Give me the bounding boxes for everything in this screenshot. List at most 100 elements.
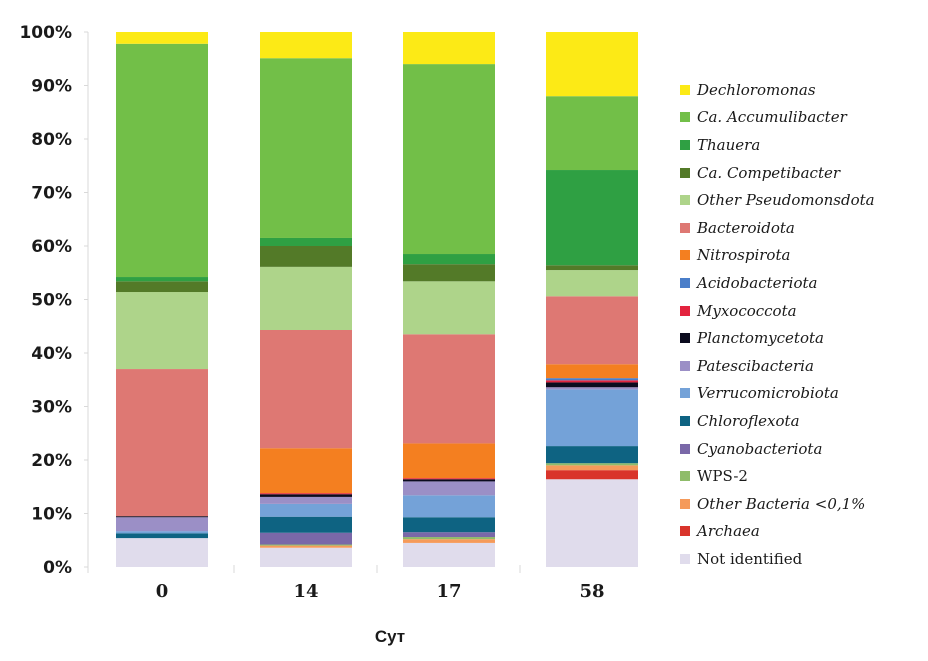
bar-segment-other-bacteria-0-1: Other Bacteria <0,1%: 0.7%: [403, 539, 495, 543]
bar-segment-wps-2: WPS-2: 0.4%: [546, 463, 638, 466]
legend-label: Chloroflexota: [697, 411, 800, 430]
legend-item: Planctomycetota: [680, 324, 875, 352]
bar-segment-bacteroidota: Bacteroidota: 20.4%: [403, 334, 495, 444]
legend-label: Archaea: [697, 522, 760, 541]
y-tick-label: 10%: [31, 505, 72, 525]
x-tick-label: 17: [436, 581, 461, 602]
bar-segment-ca-accumulibacter: Ca. Accumulibacter: 33.6%: [260, 58, 352, 238]
legend-label: WPS-2: [697, 467, 748, 486]
legend-label: Patescibacteria: [697, 356, 814, 375]
legend-item: Verrucomicrobiota: [680, 380, 875, 408]
legend-label: Thauera: [697, 135, 761, 154]
bar-segment-acidobacteriota: Acidobacteriota: 0.4%: [546, 378, 638, 381]
y-tick-label: 70%: [31, 184, 72, 204]
y-tick-label: 30%: [31, 398, 72, 418]
bar-segment-nitrospirota: Nitrospirota: 2.6%: [546, 364, 638, 379]
legend-item: Acidobacteriota: [680, 269, 875, 297]
legend-item: Ca. Competibacter: [680, 159, 875, 187]
legend-item: Other Bacteria <0,1%: [680, 490, 875, 518]
y-tick-label: 90%: [31, 77, 72, 97]
legend-swatch: [680, 139, 690, 150]
bar-segment-chloroflexota: Chloroflexota: 0.9%: [116, 533, 208, 539]
legend-label: Myxococcota: [697, 301, 797, 320]
bar-stack-17: Not identified: 4.5%Other Bacteria <0,1%…: [403, 32, 495, 567]
x-tick-label: 58: [579, 581, 604, 602]
legend-item: WPS-2: [680, 462, 875, 490]
legend-item: Ca. Accumulibacter: [680, 104, 875, 132]
legend-label: Not identified: [697, 549, 803, 568]
y-tick-label: 80%: [31, 130, 72, 150]
legend-item: Not identified: [680, 545, 875, 573]
legend-swatch: [680, 222, 690, 233]
legend-label: Cyanobacteriota: [697, 439, 823, 458]
bar-segment-verrucomicrobiota: Verrucomicrobiota: 2.4%: [260, 503, 352, 517]
bar-segment-verrucomicrobiota: Verrucomicrobiota: 4.1%: [403, 495, 495, 518]
legend-label: Dechloromonas: [697, 80, 816, 99]
bar-segment-ca-accumulibacter: Ca. Accumulibacter: 13.8%: [546, 96, 638, 171]
x-tick-label: 14: [293, 581, 318, 602]
legend-item: Cyanobacteriota: [680, 435, 875, 463]
bar-segment-not-identified: Not identified: 4.5%: [403, 542, 495, 567]
legend-item: Bacteroidota: [680, 214, 875, 242]
bar-segment-ca-competibacter: Ca. Competibacter: 3.2%: [403, 264, 495, 282]
legend-label: Planctomycetota: [697, 329, 824, 348]
y-axis: [84, 31, 521, 573]
bar-segment-thauera: Thauera: 1.5%: [260, 237, 352, 246]
bar-segment-other-bacteria-0-1: Other Bacteria <0,1%: 0.4%: [260, 545, 352, 548]
legend-swatch: [680, 388, 690, 399]
bar-segment-ca-competibacter: Ca. Competibacter: 3.9%: [260, 246, 352, 267]
legend-label: Nitrospirota: [697, 246, 791, 265]
bar-stack-14: Not identified: 3.6%Other Bacteria <0,1%…: [260, 32, 352, 567]
legend-swatch: [680, 250, 690, 261]
legend-swatch: [680, 471, 690, 482]
y-tick-label: 60%: [31, 237, 72, 257]
legend-label: Verrucomicrobiota: [697, 384, 839, 403]
bar-segment-thauera: Thauera: 0.8%: [116, 277, 208, 282]
y-tick-label: 20%: [31, 451, 72, 471]
legend-swatch: [680, 553, 690, 564]
legend-item: Archaea: [680, 518, 875, 546]
bar-segment-other-pseudomonsdota: Other Pseudomonsdota: 9.9%: [403, 281, 495, 335]
bar-segment-patescibacteria: Patescibacteria: 2.6%: [403, 481, 495, 496]
x-tick-labels: 0 14 17 58: [156, 581, 605, 602]
legend-item: Nitrospirota: [680, 242, 875, 270]
bar-segment-dechloromonas: Dechloromonas: 6%: [403, 32, 495, 65]
bar-segment-bacteroidota: Bacteroidota: 27.5%: [116, 369, 208, 517]
bar-segment-ca-accumulibacter: Ca. Accumulibacter: 35.5%: [403, 64, 495, 255]
bar-segment-patescibacteria: Patescibacteria: 1.3%: [260, 496, 352, 504]
legend-item: Other Pseudomonsdota: [680, 186, 875, 214]
bar-segment-archaea: Archaea: 1.7%: [546, 470, 638, 480]
bar-segment-nitrospirota: Nitrospirota: 8.4%: [260, 448, 352, 494]
bar-stack-0: Not identified: 5.4%Chloroflexota: 0.9%V…: [116, 32, 208, 567]
bar-segment-other-pseudomonsdota: Other Pseudomonsdota: 14.4%: [116, 292, 208, 370]
bar-segment-other-pseudomonsdota: Other Pseudomonsdota: 4.9%: [546, 270, 638, 297]
bar-segment-verrucomicrobiota: Verrucomicrobiota: 0.4%: [116, 531, 208, 534]
bar-segment-other-bacteria-0-1: Other Bacteria <0,1%: 0.9%: [546, 465, 638, 471]
bar-segment-chloroflexota: Chloroflexota: 2.8%: [403, 517, 495, 533]
legend-swatch: [680, 112, 690, 123]
bar-segment-not-identified: Not identified: 16.4%: [546, 479, 638, 567]
legend-swatch: [680, 277, 690, 288]
bar-segment-myxococcota: Myxococcota: 0.2%: [403, 478, 495, 480]
y-tick-label: 100%: [19, 23, 72, 43]
legend-swatch: [680, 498, 690, 509]
legend-item: Patescibacteria: [680, 352, 875, 380]
bar-segment-nitrospirota: Nitrospirota: 6.5%: [403, 443, 495, 479]
legend-swatch: [680, 526, 690, 537]
y-tick-label: 50%: [31, 291, 72, 311]
bar-segment-planctomycetota: Planctomycetota: 0.4%: [403, 479, 495, 482]
bar-segment-wps-2: WPS-2: 0.2%: [260, 544, 352, 546]
x-tick-label: 0: [156, 581, 169, 602]
legend-item: Dechloromonas: [680, 76, 875, 104]
legend-swatch: [680, 415, 690, 426]
legend-swatch: [680, 84, 690, 95]
bar-segment-not-identified: Not identified: 3.6%: [260, 547, 352, 567]
bar-segment-patescibacteria: Patescibacteria: 2.6%: [116, 517, 208, 532]
legend-swatch: [680, 195, 690, 206]
bar-stack-58: Not identified: 16.4%Archaea: 1.7%Other …: [546, 32, 638, 567]
bar-segment-ca-accumulibacter: Ca. Accumulibacter: 43.6%: [116, 43, 208, 278]
bar-segment-ca-competibacter: Ca. Competibacter: 2%: [116, 281, 208, 293]
bar-segment-not-identified: Not identified: 5.4%: [116, 538, 208, 567]
legend-label: Ca. Accumulibacter: [697, 108, 847, 127]
legend: Dechloromonas Ca. Accumulibacter Thauera Ca…: [680, 76, 875, 573]
